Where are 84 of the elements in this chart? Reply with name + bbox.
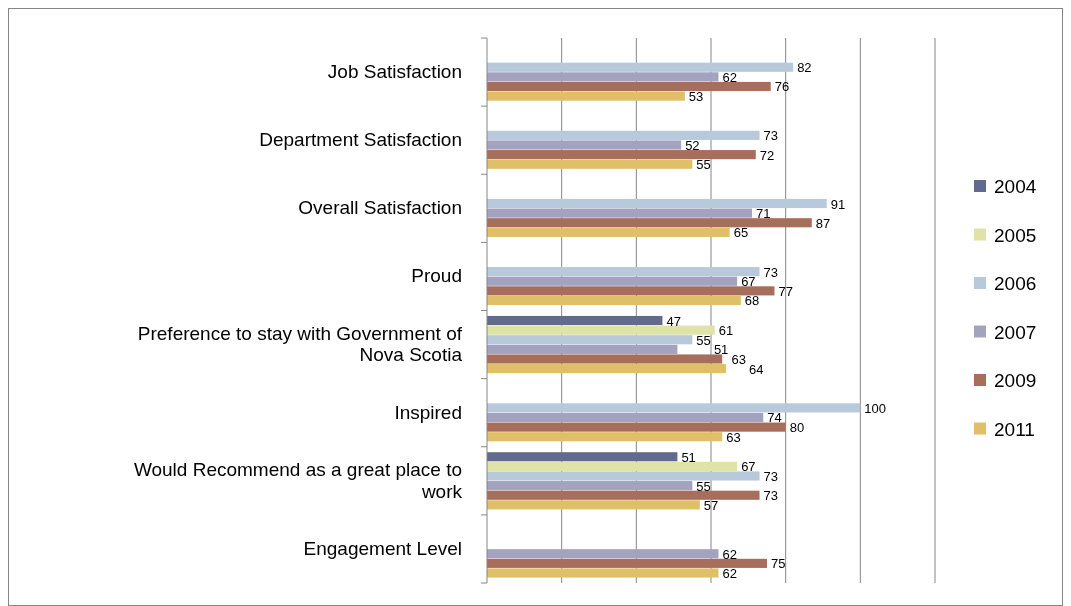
bar <box>487 130 760 140</box>
y-tick-label: Engagement Level <box>303 537 462 559</box>
bar <box>487 91 685 101</box>
bar <box>487 354 723 364</box>
bar <box>487 432 723 442</box>
legend-label: 2006 <box>994 273 1037 294</box>
bar <box>487 218 812 228</box>
data-label: 73 <box>763 469 778 484</box>
bar <box>487 81 771 92</box>
data-label: 73 <box>763 128 778 144</box>
bar <box>487 276 738 286</box>
bar <box>487 422 786 432</box>
data-label: 77 <box>778 283 793 299</box>
bar <box>487 471 760 481</box>
data-label: 51 <box>681 449 696 465</box>
bar <box>487 315 663 326</box>
bar <box>487 403 861 413</box>
data-label: 76 <box>774 79 790 95</box>
data-label: 74 <box>767 410 782 426</box>
data-label: 62 <box>722 565 737 581</box>
bar <box>487 159 693 169</box>
data-label: 75 <box>771 556 786 572</box>
bar <box>487 452 678 462</box>
legend-label: 2007 <box>994 321 1037 343</box>
bar <box>487 227 730 237</box>
y-tick-label: Department Satisfaction <box>259 129 462 151</box>
bar <box>487 500 700 510</box>
bar <box>487 412 764 423</box>
data-label: 61 <box>718 323 734 339</box>
data-label: 62 <box>722 69 737 85</box>
bar <box>487 267 760 277</box>
data-label: 91 <box>830 196 846 212</box>
data-label: 87 <box>815 215 831 231</box>
data-label: 65 <box>733 225 749 241</box>
data-label: 55 <box>696 332 711 348</box>
bar <box>487 325 715 335</box>
data-label: 55 <box>696 478 711 494</box>
data-label: 62 <box>722 546 737 562</box>
bar <box>487 558 767 568</box>
bar <box>487 150 756 160</box>
data-label: 51 <box>713 342 729 358</box>
data-label: 52 <box>685 138 700 153</box>
data-label: 63 <box>726 429 741 445</box>
data-label: 68 <box>744 293 760 309</box>
data-label: 67 <box>741 459 756 475</box>
data-label: 53 <box>688 89 704 105</box>
data-label: 82 <box>797 60 812 76</box>
data-label: 64 <box>749 361 764 377</box>
bar <box>487 461 738 471</box>
data-label: 72 <box>759 147 775 163</box>
bar <box>487 295 741 306</box>
data-label: 80 <box>789 420 805 436</box>
data-label: 67 <box>741 274 756 290</box>
bar <box>487 481 693 491</box>
bar <box>487 198 827 209</box>
bar <box>487 286 775 296</box>
legend-label: 2009 <box>994 370 1037 391</box>
bar <box>487 208 753 218</box>
bar <box>487 549 719 559</box>
data-label: 73 <box>763 264 778 280</box>
bar <box>487 72 719 82</box>
legend-label: 2004 <box>994 176 1037 197</box>
y-tick-label: Inspired <box>394 401 462 423</box>
data-label: 63 <box>731 351 746 367</box>
bar <box>487 140 682 150</box>
y-tick-label: Proud <box>411 265 462 287</box>
y-tick-label: Job Satisfaction <box>327 61 462 83</box>
data-label: 55 <box>696 157 711 173</box>
bar <box>487 568 719 578</box>
bar <box>487 335 693 345</box>
y-tick-label: Overall Satisfaction <box>298 197 462 219</box>
data-label: 73 <box>763 488 778 504</box>
data-label: 71 <box>756 206 771 222</box>
data-label: 57 <box>703 497 719 513</box>
bar <box>487 364 726 374</box>
bar <box>487 62 794 72</box>
data-label: 100 <box>864 400 887 416</box>
data-label: 47 <box>666 313 681 329</box>
legend-label: 2005 <box>994 224 1037 246</box>
bar <box>487 344 678 354</box>
legend-label: 2011 <box>994 418 1035 440</box>
bar <box>487 490 760 500</box>
y-tick-label: Preference to stay with Government of Nova Scotia <box>137 322 463 366</box>
y-tick-label: Would Recommend as a great place to work <box>133 458 463 502</box>
